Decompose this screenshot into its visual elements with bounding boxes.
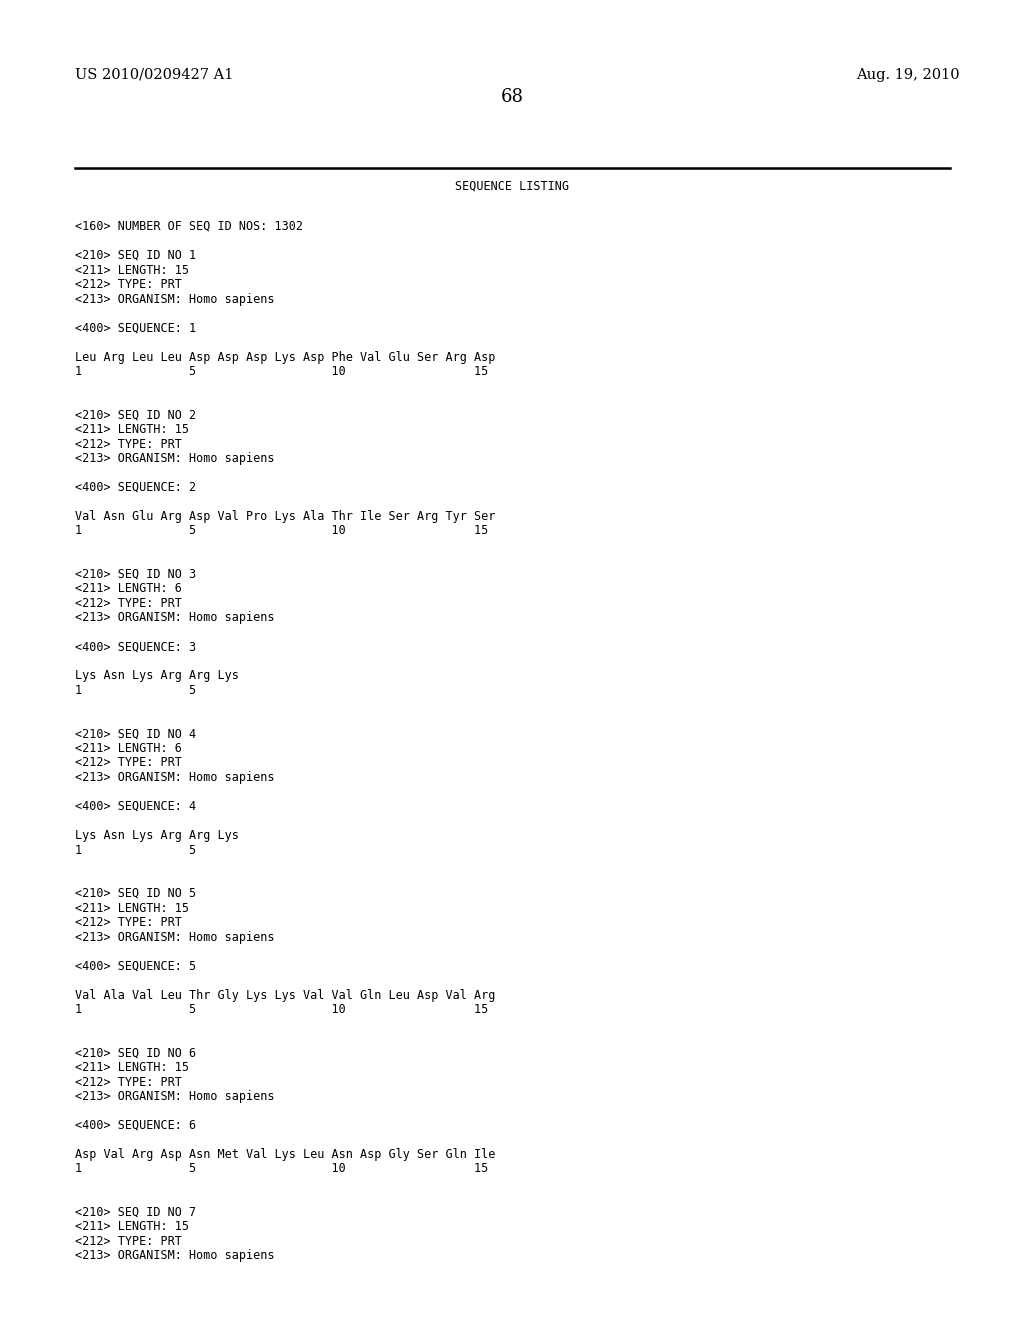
Text: <400> SEQUENCE: 1: <400> SEQUENCE: 1 bbox=[75, 322, 197, 334]
Text: <210> SEQ ID NO 1: <210> SEQ ID NO 1 bbox=[75, 249, 197, 261]
Text: <211> LENGTH: 15: <211> LENGTH: 15 bbox=[75, 1221, 189, 1233]
Text: <213> ORGANISM: Homo sapiens: <213> ORGANISM: Homo sapiens bbox=[75, 1250, 274, 1262]
Text: Asp Val Arg Asp Asn Met Val Lys Leu Asn Asp Gly Ser Gln Ile: Asp Val Arg Asp Asn Met Val Lys Leu Asn … bbox=[75, 1148, 496, 1162]
Text: 1               5                   10                  15: 1 5 10 15 bbox=[75, 1163, 488, 1176]
Text: <211> LENGTH: 6: <211> LENGTH: 6 bbox=[75, 742, 182, 755]
Text: <211> LENGTH: 15: <211> LENGTH: 15 bbox=[75, 1061, 189, 1074]
Text: Leu Arg Leu Leu Asp Asp Asp Lys Asp Phe Val Glu Ser Arg Asp: Leu Arg Leu Leu Asp Asp Asp Lys Asp Phe … bbox=[75, 351, 496, 363]
Text: <400> SEQUENCE: 6: <400> SEQUENCE: 6 bbox=[75, 1119, 197, 1133]
Text: <212> TYPE: PRT: <212> TYPE: PRT bbox=[75, 279, 182, 290]
Text: <212> TYPE: PRT: <212> TYPE: PRT bbox=[75, 916, 182, 929]
Text: Lys Asn Lys Arg Arg Lys: Lys Asn Lys Arg Arg Lys bbox=[75, 829, 239, 842]
Text: Lys Asn Lys Arg Arg Lys: Lys Asn Lys Arg Arg Lys bbox=[75, 669, 239, 682]
Text: <400> SEQUENCE: 5: <400> SEQUENCE: 5 bbox=[75, 960, 197, 973]
Text: <211> LENGTH: 15: <211> LENGTH: 15 bbox=[75, 422, 189, 436]
Text: <210> SEQ ID NO 7: <210> SEQ ID NO 7 bbox=[75, 1206, 197, 1218]
Text: <213> ORGANISM: Homo sapiens: <213> ORGANISM: Homo sapiens bbox=[75, 451, 274, 465]
Text: <400> SEQUENCE: 2: <400> SEQUENCE: 2 bbox=[75, 480, 197, 494]
Text: Val Asn Glu Arg Asp Val Pro Lys Ala Thr Ile Ser Arg Tyr Ser: Val Asn Glu Arg Asp Val Pro Lys Ala Thr … bbox=[75, 510, 496, 523]
Text: <160> NUMBER OF SEQ ID NOS: 1302: <160> NUMBER OF SEQ ID NOS: 1302 bbox=[75, 220, 303, 234]
Text: <212> TYPE: PRT: <212> TYPE: PRT bbox=[75, 756, 182, 770]
Text: 1               5                   10                  15: 1 5 10 15 bbox=[75, 524, 488, 537]
Text: <210> SEQ ID NO 4: <210> SEQ ID NO 4 bbox=[75, 727, 197, 741]
Text: SEQUENCE LISTING: SEQUENCE LISTING bbox=[455, 180, 569, 193]
Text: <210> SEQ ID NO 6: <210> SEQ ID NO 6 bbox=[75, 1047, 197, 1060]
Text: US 2010/0209427 A1: US 2010/0209427 A1 bbox=[75, 69, 233, 82]
Text: <400> SEQUENCE: 4: <400> SEQUENCE: 4 bbox=[75, 800, 197, 813]
Text: <213> ORGANISM: Homo sapiens: <213> ORGANISM: Homo sapiens bbox=[75, 611, 274, 624]
Text: <210> SEQ ID NO 3: <210> SEQ ID NO 3 bbox=[75, 568, 197, 581]
Text: Aug. 19, 2010: Aug. 19, 2010 bbox=[856, 69, 961, 82]
Text: 1               5                   10                  15: 1 5 10 15 bbox=[75, 366, 488, 378]
Text: <212> TYPE: PRT: <212> TYPE: PRT bbox=[75, 1076, 182, 1089]
Text: <210> SEQ ID NO 2: <210> SEQ ID NO 2 bbox=[75, 408, 197, 421]
Text: <211> LENGTH: 15: <211> LENGTH: 15 bbox=[75, 902, 189, 915]
Text: 1               5: 1 5 bbox=[75, 843, 197, 857]
Text: <213> ORGANISM: Homo sapiens: <213> ORGANISM: Homo sapiens bbox=[75, 1090, 274, 1104]
Text: <213> ORGANISM: Homo sapiens: <213> ORGANISM: Homo sapiens bbox=[75, 771, 274, 784]
Text: 1               5: 1 5 bbox=[75, 684, 197, 697]
Text: <211> LENGTH: 15: <211> LENGTH: 15 bbox=[75, 264, 189, 276]
Text: 68: 68 bbox=[501, 88, 523, 106]
Text: <212> TYPE: PRT: <212> TYPE: PRT bbox=[75, 597, 182, 610]
Text: <400> SEQUENCE: 3: <400> SEQUENCE: 3 bbox=[75, 640, 197, 653]
Text: <210> SEQ ID NO 5: <210> SEQ ID NO 5 bbox=[75, 887, 197, 900]
Text: <211> LENGTH: 6: <211> LENGTH: 6 bbox=[75, 582, 182, 595]
Text: Val Ala Val Leu Thr Gly Lys Lys Val Val Gln Leu Asp Val Arg: Val Ala Val Leu Thr Gly Lys Lys Val Val … bbox=[75, 989, 496, 1002]
Text: <213> ORGANISM: Homo sapiens: <213> ORGANISM: Homo sapiens bbox=[75, 931, 274, 944]
Text: <213> ORGANISM: Homo sapiens: <213> ORGANISM: Homo sapiens bbox=[75, 293, 274, 305]
Text: 1               5                   10                  15: 1 5 10 15 bbox=[75, 1003, 488, 1016]
Text: <212> TYPE: PRT: <212> TYPE: PRT bbox=[75, 437, 182, 450]
Text: <212> TYPE: PRT: <212> TYPE: PRT bbox=[75, 1236, 182, 1247]
